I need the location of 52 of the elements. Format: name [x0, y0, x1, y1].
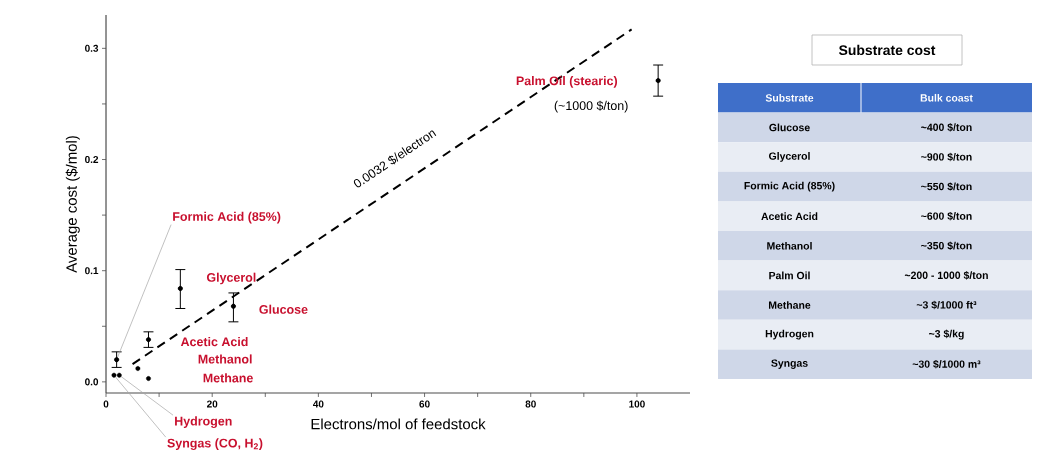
text: ~900 $/ton	[921, 152, 972, 162]
point	[146, 376, 151, 381]
annotation: Hydrogen	[175, 416, 232, 429]
annotation: Methanol	[198, 354, 252, 364]
y-axis-title: Average cost ($/mol)	[65, 136, 80, 273]
point	[177, 286, 183, 291]
text: ~600 $/ton	[921, 211, 972, 221]
text: Palm Oil	[769, 271, 810, 280]
annotation: Acetic Acid	[180, 337, 248, 347]
x-tick-label: 0	[103, 400, 109, 408]
point	[655, 78, 661, 83]
y-tick-label: 0.3	[85, 44, 99, 52]
text: ~3 $/1000 ft³	[916, 300, 977, 310]
x-tick-label: 60	[419, 400, 430, 408]
text: ~550 $/ton	[921, 182, 972, 191]
y-tick-label: 0.0	[85, 378, 99, 386]
annotation: Syngas (CO, H$_{2}$)	[167, 438, 263, 451]
text: ~3 $/kg	[929, 329, 964, 340]
text: Substrate	[765, 93, 814, 102]
text: Formic Acid (85%)	[744, 181, 835, 192]
annotation: Formic Acid (85%)	[173, 211, 281, 224]
text: ~30 $/1000 m³	[912, 359, 981, 369]
y-tick-label: 0.1	[85, 267, 99, 275]
x-tick-label: 100	[629, 400, 645, 408]
annotation: Palm Oil (stearic)	[516, 76, 618, 88]
x-axis-title: Electrons/mol of feedstock	[311, 418, 486, 430]
x-tick-label: 80	[525, 400, 536, 408]
text: Glycerol	[768, 152, 810, 162]
x-tick-label: 20	[207, 400, 218, 408]
point	[135, 366, 141, 371]
text: Methane	[768, 301, 811, 309]
text: Acetic Acid	[761, 212, 818, 221]
annotation: Glucose	[259, 304, 308, 314]
text: Syngas	[771, 359, 808, 369]
text: ~400 $/ton	[921, 123, 972, 132]
annotation: Methane	[203, 373, 253, 383]
point	[111, 372, 117, 378]
text: ~350 $/ton	[921, 241, 972, 251]
text: Substrate cost	[838, 44, 936, 56]
text: Hydrogen	[765, 329, 814, 340]
annotation: (~1000 $/ton)	[554, 100, 628, 113]
point	[116, 372, 122, 378]
text: Glucose	[769, 123, 810, 132]
point	[146, 337, 151, 343]
annotation: Glycerol	[206, 272, 256, 285]
point	[231, 303, 236, 309]
y-tick-label: 0.2	[85, 155, 99, 164]
text: Bulk coast	[920, 93, 973, 102]
point	[114, 357, 120, 363]
text: ~200 - 1000 $/ton	[904, 271, 988, 280]
x-tick-label: 40	[312, 400, 324, 408]
text: Methanol	[767, 241, 812, 250]
